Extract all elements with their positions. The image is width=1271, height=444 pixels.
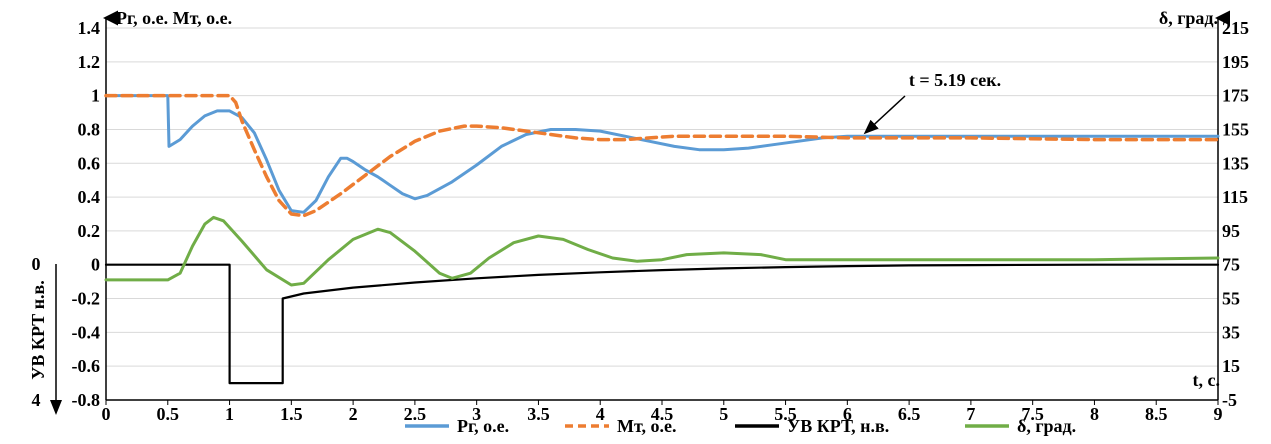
y2-tick-label: 95	[1222, 221, 1240, 241]
y-tick-label: -0.2	[72, 289, 101, 309]
y2-tick-label: 115	[1222, 187, 1248, 207]
x-tick-label: 6	[843, 404, 852, 424]
y2-tick-label: 15	[1222, 356, 1240, 376]
y-tick-label: 0.2	[78, 221, 101, 241]
series-line	[104, 93, 1220, 218]
inner-axis-bottom-tick: 4	[32, 390, 41, 410]
tick-labels: -0.8-0.6-0.4-0.200.20.40.60.811.21.4-515…	[72, 18, 1250, 424]
y2-tick-label: 135	[1222, 153, 1249, 173]
y-tick-label: 1.2	[78, 52, 101, 72]
x-tick-label: 3	[472, 404, 481, 424]
axes	[50, 10, 1230, 415]
series-line	[104, 263, 1220, 385]
x-tick-label: 1.5	[280, 404, 303, 424]
y-tick-label: -0.4	[72, 322, 101, 342]
legend-label: Mт, о.е.	[617, 416, 676, 436]
x-tick-label: 0.5	[157, 404, 180, 424]
x-tick-label: 4.5	[651, 404, 674, 424]
legend-label: δ, град.	[1017, 416, 1076, 436]
series-line	[104, 94, 1220, 214]
x-tick-label: 0	[102, 404, 111, 424]
x-tick-label: 6.5	[898, 404, 921, 424]
left-axis-title: Pг, о.е. Mт, о.е.	[116, 8, 232, 28]
annotation-text: t = 5.19 сек.	[909, 70, 1001, 90]
y-tick-label: 0.4	[78, 187, 101, 207]
y2-tick-label: 155	[1222, 119, 1249, 139]
y-tick-label: -0.8	[72, 390, 101, 410]
legend-label: УВ КРТ, н.в.	[787, 416, 889, 436]
y-tick-label: 1.4	[78, 18, 101, 38]
x-tick-label: 7.5	[1021, 404, 1044, 424]
annotation: t = 5.19 сек.	[863, 70, 1001, 135]
x-tick-label: 7	[966, 404, 975, 424]
y2-tick-label: 75	[1222, 255, 1240, 275]
y-tick-label: 0.6	[78, 153, 101, 173]
legend-label: Pг, о.е.	[457, 416, 509, 436]
series-lines	[104, 93, 1220, 385]
x-tick-label: 5	[719, 404, 728, 424]
x-tick-label: 5.5	[774, 404, 797, 424]
x-tick-label: 8.5	[1145, 404, 1168, 424]
x-tick-label: 8	[1090, 404, 1099, 424]
x-tick-label: 1	[225, 404, 234, 424]
y-tick-label: 1	[91, 86, 100, 106]
y2-tick-label: 215	[1222, 18, 1249, 38]
y2-tick-label: -5	[1222, 390, 1237, 410]
series-line	[104, 215, 1220, 287]
x-tick-label: 2	[349, 404, 358, 424]
legend: Pг, о.е. Mт, о.е. УВ КРТ, н.в. δ, град.	[405, 416, 1076, 436]
annotation-arrow	[863, 95, 906, 135]
y2-tick-label: 175	[1222, 86, 1249, 106]
x-tick-label: 9	[1214, 404, 1223, 424]
y2-tick-label: 35	[1222, 322, 1240, 342]
right-axis-title: δ, град.	[1159, 8, 1218, 28]
inner-axis-title: УВ КРТ н.в.	[28, 280, 48, 380]
x-axis-title: t, с.	[1193, 370, 1220, 390]
gridlines	[106, 27, 1218, 401]
x-tick-label: 3.5	[527, 404, 550, 424]
y2-tick-label: 55	[1222, 289, 1240, 309]
x-tick-label: 2.5	[404, 404, 427, 424]
y-tick-label: 0.8	[78, 119, 101, 139]
y-tick-label: 0	[91, 255, 100, 275]
y2-tick-label: 195	[1222, 52, 1249, 72]
inner-axis-top-tick: 0	[32, 254, 41, 274]
y-tick-label: -0.6	[72, 356, 101, 376]
x-tick-label: 4	[596, 404, 605, 424]
